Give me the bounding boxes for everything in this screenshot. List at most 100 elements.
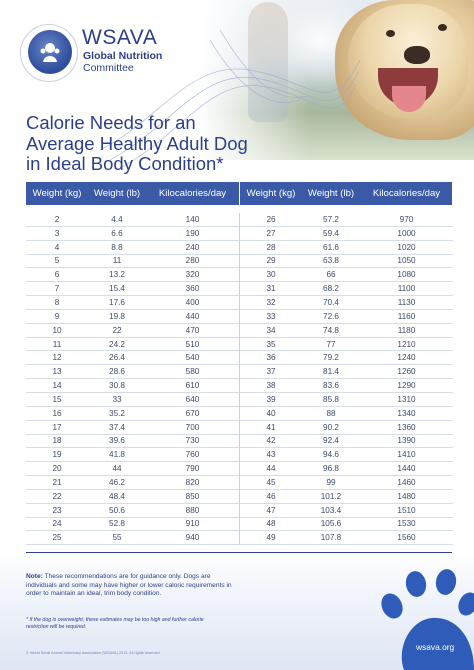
cell-weight-kg: 8: [54, 297, 60, 307]
table-row: 21 46.2 820: [26, 476, 239, 490]
cell-weight-lb: 6.6: [111, 228, 123, 238]
cell-weight-lb: 28.6: [109, 367, 125, 377]
cell-weight-lb: 35.2: [109, 408, 125, 418]
cell-weight-lb: 94.6: [323, 450, 339, 460]
cell-weight-kg: 48: [266, 519, 276, 529]
cell-weight-lb: 77: [326, 339, 336, 349]
cell-weight-lb: 39.6: [109, 436, 125, 446]
cell-kcal: 1310: [397, 394, 416, 404]
table-row: 48 105.6 1530: [240, 518, 453, 532]
cell-kcal: 510: [185, 339, 200, 349]
table-row: 2 4.4 140: [26, 213, 239, 227]
cell-weight-lb: 83.6: [323, 381, 339, 391]
cell-weight-lb: 33: [112, 394, 122, 404]
table-row: 36 79.2 1240: [240, 351, 453, 366]
table-row: 42 92.4 1390: [240, 435, 453, 449]
cell-kcal: 850: [185, 491, 200, 501]
table-row: 28 61.6 1020: [240, 241, 453, 255]
cell-weight-kg: 18: [52, 436, 62, 446]
title-line1: Calorie Needs for an: [26, 112, 196, 133]
cell-kcal: 1440: [397, 464, 416, 474]
cell-weight-kg: 24: [52, 519, 62, 529]
table-row: 31 68.2 1100: [240, 282, 453, 297]
table-row: 33 72.6 1160: [240, 310, 453, 324]
header-kcal: Kilocalories/day: [372, 188, 441, 199]
cell-kcal: 1340: [397, 408, 416, 418]
cell-weight-lb: 103.4: [320, 505, 342, 515]
table-row: 47 103.4 1510: [240, 504, 453, 518]
cell-weight-kg: 21: [52, 477, 62, 487]
header-weight-kg: Weight (kg): [246, 188, 296, 199]
cell-weight-kg: 38: [266, 381, 276, 391]
cell-kcal: 790: [185, 464, 200, 474]
cell-weight-kg: 37: [266, 367, 276, 377]
table-row: 38 83.6 1290: [240, 379, 453, 393]
cell-weight-kg: 3: [54, 228, 60, 238]
cell-weight-lb: 52.8: [109, 519, 125, 529]
cell-weight-kg: 16: [52, 408, 62, 418]
copyright-text: © World Small Animal Veterinary Associat…: [26, 651, 161, 655]
table-row: 6 13.2 320: [26, 268, 239, 283]
cell-kcal: 910: [185, 519, 200, 529]
brand-subtitle-line2: Committee: [83, 62, 134, 74]
table-row: 9 19.8 440: [26, 310, 239, 324]
table-row: 25 55 940: [26, 531, 239, 546]
cell-weight-lb: 41.8: [109, 450, 125, 460]
cell-weight-lb: 46.2: [109, 477, 125, 487]
cell-weight-lb: 72.6: [323, 311, 339, 321]
table-row: 18 39.6 730: [26, 435, 239, 449]
cell-kcal: 360: [185, 284, 200, 294]
cell-weight-kg: 26: [266, 214, 276, 224]
cell-kcal: 240: [185, 242, 200, 252]
cell-weight-kg: 43: [266, 450, 276, 460]
table-row: 49 107.8 1560: [240, 531, 453, 546]
cell-weight-lb: 50.6: [109, 505, 125, 515]
table-row: 24 52.8 910: [26, 518, 239, 532]
page-title: Calorie Needs for an Average Healthy Adu…: [26, 112, 286, 175]
table-row: 44 96.8 1440: [240, 462, 453, 477]
cell-kcal: 540: [185, 353, 200, 363]
cell-kcal: 1000: [397, 228, 416, 238]
table-left-half: 2 4.4 140 3 6.6 190 4 8.8 240 5 11 280 6 13.2 320 7 15.4…: [26, 213, 239, 546]
cell-weight-lb: 101.2: [320, 491, 342, 501]
cell-kcal: 1180: [397, 325, 416, 335]
cell-weight-lb: 92.4: [323, 436, 339, 446]
cell-weight-kg: 28: [266, 242, 276, 252]
cell-weight-kg: 22: [52, 491, 62, 501]
table-row: 15 33 640: [26, 393, 239, 407]
cell-weight-lb: 48.4: [109, 491, 125, 501]
dog-photo: [200, 0, 474, 160]
header-weight-lb: Weight (lb): [93, 188, 141, 199]
cell-kcal: 820: [185, 477, 200, 487]
cell-kcal: 1260: [397, 367, 416, 377]
table-right-half: 26 57.2 970 27 59.4 1000 28 61.6 1020 29 63.8 1050 3…: [239, 213, 453, 546]
title-line3: in Ideal Body Condition*: [26, 153, 224, 174]
cell-weight-kg: 2: [54, 214, 60, 224]
table-row: 34 74.8 1180: [240, 324, 453, 338]
cell-weight-lb: 68.2: [323, 284, 339, 294]
cell-weight-lb: 19.8: [109, 311, 125, 321]
cell-kcal: 470: [185, 325, 200, 335]
cell-weight-lb: 26.4: [109, 353, 125, 363]
table-row: 3 6.6 190: [26, 227, 239, 241]
cell-weight-kg: 25: [52, 533, 62, 543]
cell-weight-lb: 8.8: [111, 242, 123, 252]
cell-weight-kg: 49: [266, 533, 276, 543]
cell-weight-kg: 20: [52, 464, 62, 474]
cell-weight-lb: 81.4: [323, 367, 339, 377]
cell-kcal: 140: [185, 214, 200, 224]
cell-kcal: 700: [185, 422, 200, 432]
cell-weight-kg: 9: [54, 311, 60, 321]
cell-kcal: 280: [185, 256, 200, 266]
cell-weight-kg: 5: [54, 256, 60, 266]
website-link[interactable]: wsava.org: [416, 642, 455, 652]
cell-kcal: 1210: [397, 339, 416, 349]
cell-kcal: 670: [185, 408, 200, 418]
table-header: Weight (kg) Weight (lb) Kilocalories/day…: [26, 182, 452, 205]
cell-kcal: 880: [185, 505, 200, 515]
cell-weight-lb: 24.2: [109, 339, 125, 349]
header-weight-kg: Weight (kg): [32, 188, 82, 199]
cell-weight-lb: 63.8: [323, 256, 339, 266]
decorative-wave-lines: [100, 29, 360, 169]
brand-subtitle-line1: Global Nutrition: [83, 50, 163, 62]
